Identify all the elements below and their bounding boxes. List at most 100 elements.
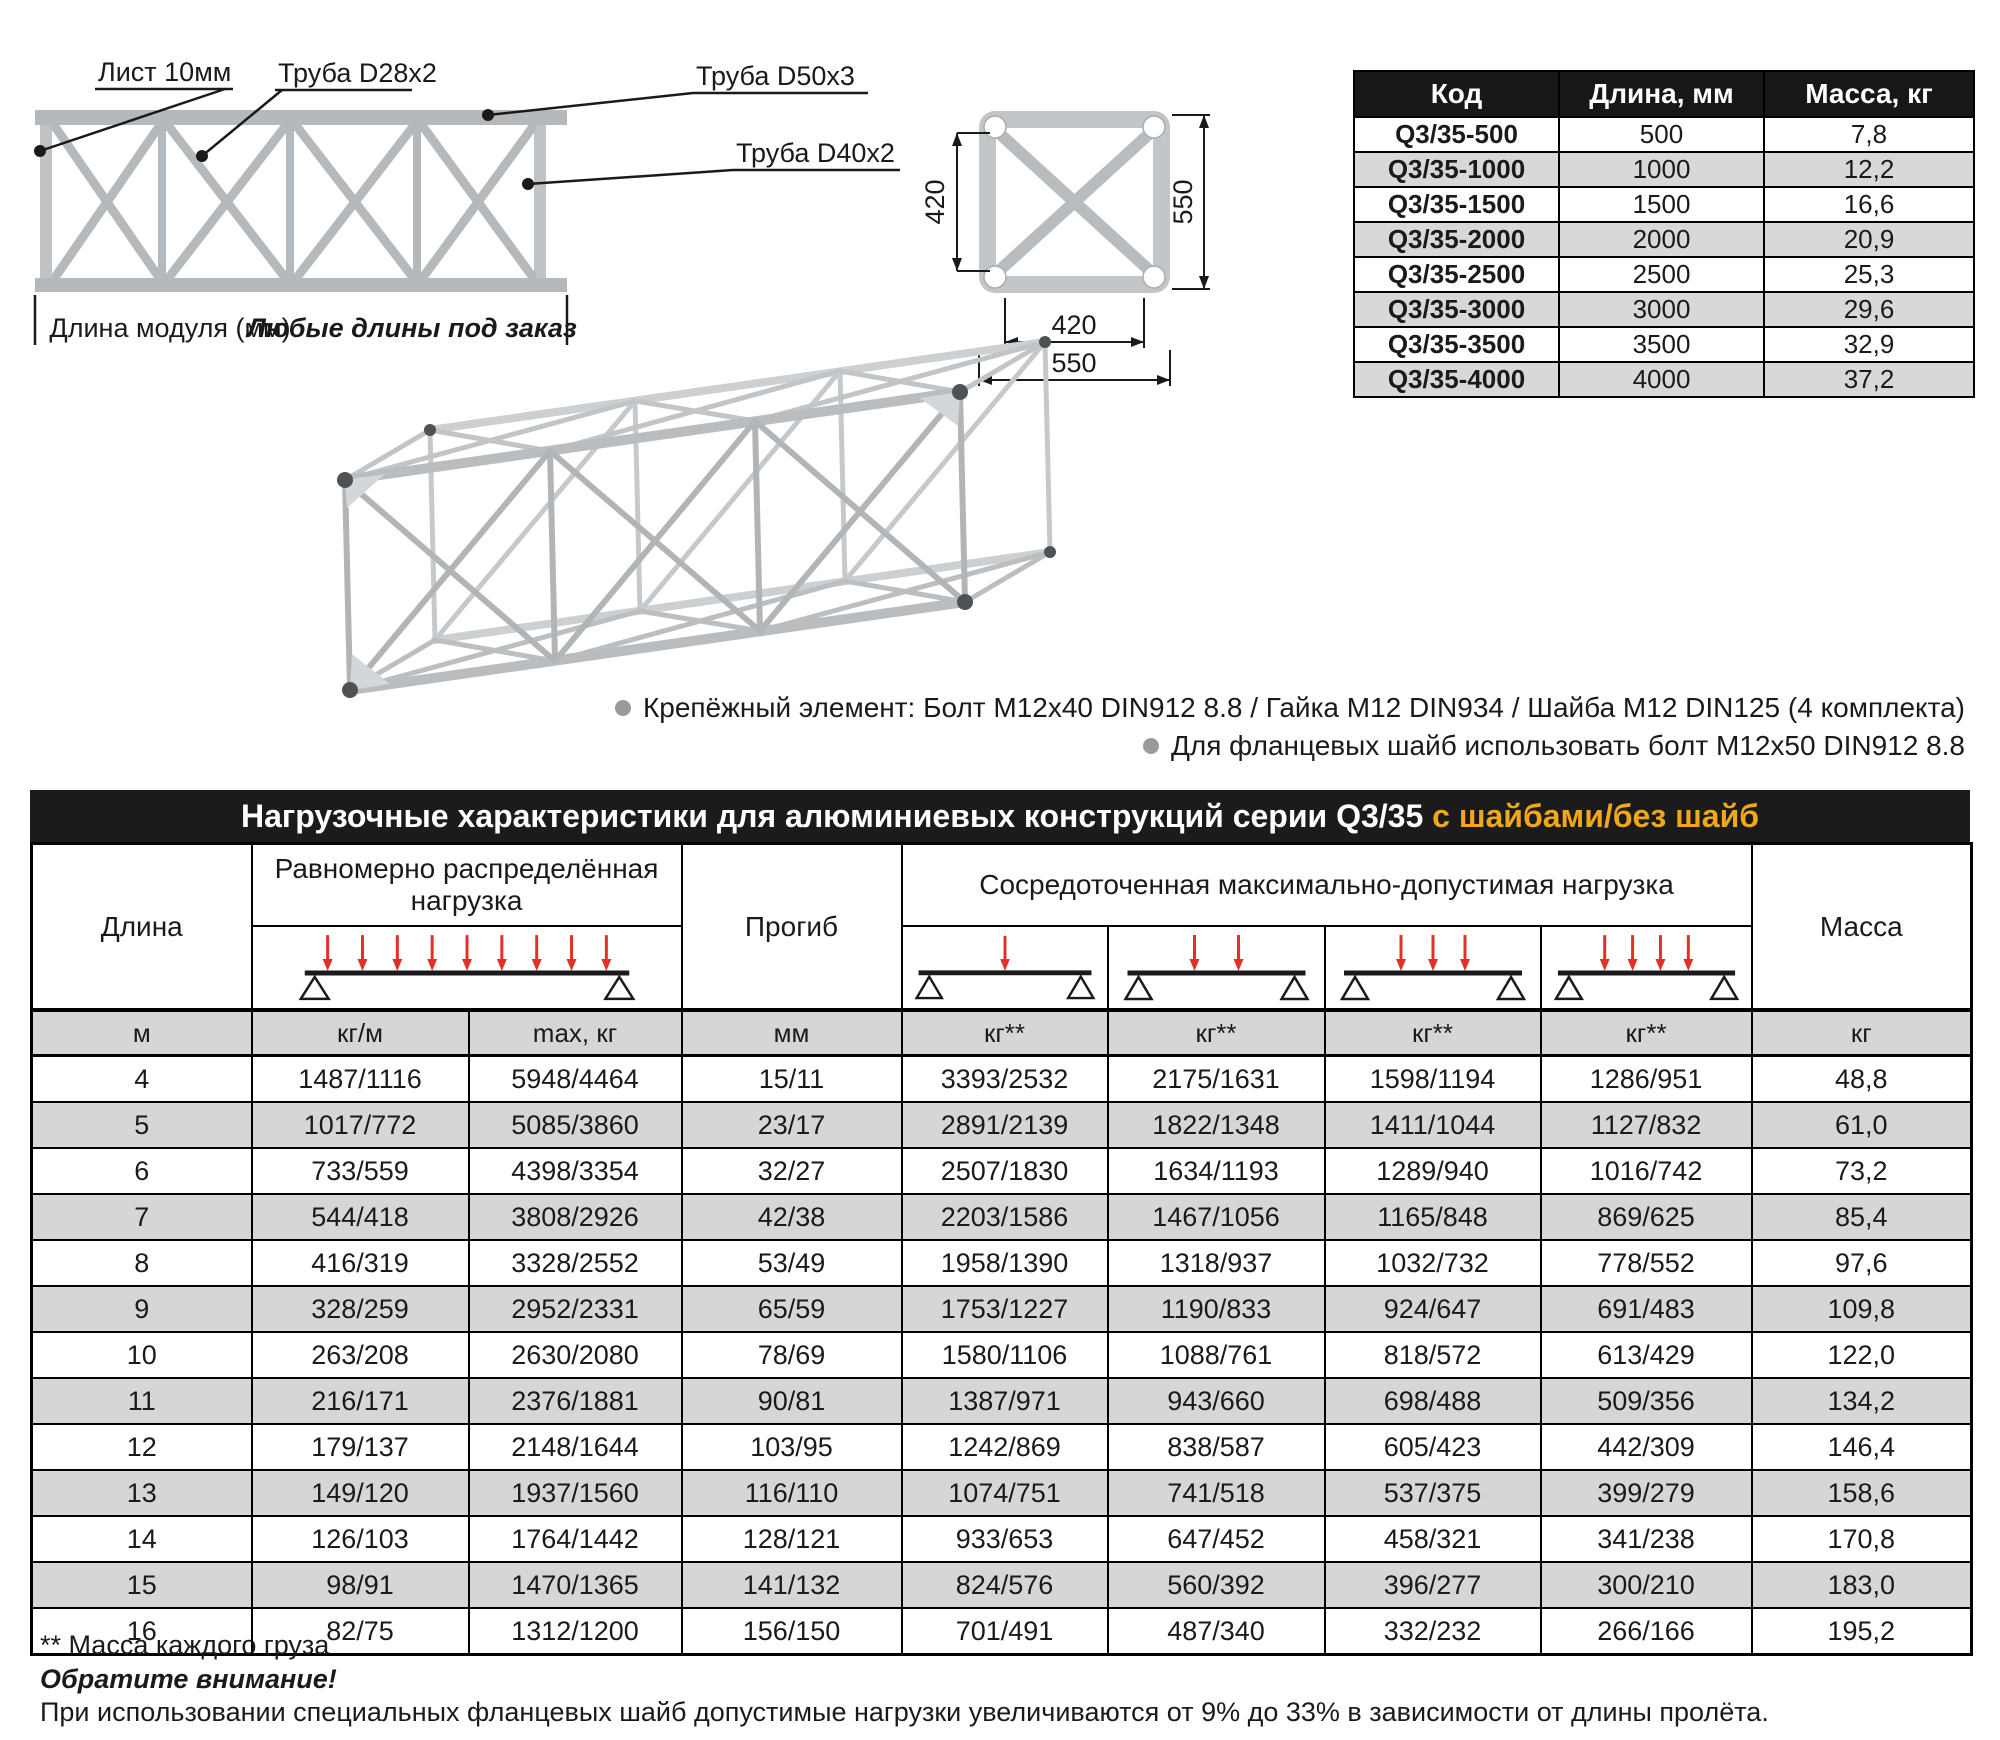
cell: 126/103 xyxy=(250,1515,470,1563)
cell: 2891/2139 xyxy=(900,1101,1109,1149)
cell: 29,6 xyxy=(1763,291,1975,328)
cell: 838/587 xyxy=(1106,1423,1326,1471)
left-end-plate xyxy=(40,125,52,278)
cell: 701/491 xyxy=(900,1607,1109,1656)
codes-header-mass: Масса, кг xyxy=(1763,70,1975,118)
cell: 2500 xyxy=(1558,256,1765,293)
section-x-brace xyxy=(994,128,1155,276)
cell: 61,0 xyxy=(1750,1101,1973,1149)
cell: 82/75 xyxy=(250,1607,470,1656)
cell: Q3/35-4000 xyxy=(1353,361,1560,398)
load-table-header-row: Длина Равномерно распределённая нагрузка… xyxy=(30,842,1973,1011)
header-deflection: Прогиб xyxy=(680,842,903,1011)
cell: 1580/1106 xyxy=(900,1331,1109,1379)
point-load-3-diagram xyxy=(1323,925,1542,1011)
cell: 5948/4464 xyxy=(467,1054,683,1103)
cell: 3328/2552 xyxy=(467,1239,683,1287)
header-concentrated-load: Сосредоточенная максимально-допустимая н… xyxy=(900,842,1753,927)
cell: 537/375 xyxy=(1323,1469,1542,1517)
codes-table-row: Q3/35-1500 1500 16,6 xyxy=(1353,186,1975,223)
bullet-icon xyxy=(614,699,631,716)
right-end-plate xyxy=(534,125,546,278)
cell: 1127/832 xyxy=(1539,1101,1753,1149)
cell: 7 xyxy=(30,1193,253,1241)
cell: 500 xyxy=(1558,116,1765,153)
cell: 2148/1644 xyxy=(467,1423,683,1471)
cell: 399/279 xyxy=(1539,1469,1753,1517)
codes-table: Код Длина, мм Масса, кг Q3/35-500 500 7,8 Q… xyxy=(1353,70,1975,398)
cell: 924/647 xyxy=(1323,1285,1542,1333)
cell: 103/95 xyxy=(680,1423,903,1471)
cell: 1467/1056 xyxy=(1106,1193,1326,1241)
cell: Q3/35-1500 xyxy=(1353,186,1560,223)
callout-d40-leader xyxy=(527,168,900,186)
codes-header-length: Длина, мм xyxy=(1558,70,1765,118)
cell: 943/660 xyxy=(1106,1377,1326,1425)
load-diagram-row xyxy=(32,925,1972,1011)
cell: 1487/1116 xyxy=(250,1054,470,1103)
cell: 179/137 xyxy=(250,1423,470,1471)
load-table-row: 12 179/137 2148/1644 103/95 1242/869 838/587 6… xyxy=(30,1423,1973,1471)
attention-text: При использовании специальных фланцевых … xyxy=(40,1697,1769,1727)
cell: 2000 xyxy=(1558,221,1765,258)
unit-cell: кг** xyxy=(1539,1008,1753,1057)
cell: 1500 xyxy=(1558,186,1765,223)
cell: 1387/971 xyxy=(900,1377,1109,1425)
codes-table-row: Q3/35-4000 4000 37,2 xyxy=(1353,361,1975,398)
bottom-chord xyxy=(35,278,567,292)
cell: 3000 xyxy=(1558,291,1765,328)
cell: 183,0 xyxy=(1750,1561,1973,1609)
load-table-row: 5 1017/772 5085/3860 23/17 2891/2139 1822/134… xyxy=(30,1101,1973,1149)
cell: 15/11 xyxy=(680,1054,903,1103)
label-tube-d40: Труба D40x2 xyxy=(736,138,895,168)
cell: 109,8 xyxy=(1750,1285,1973,1333)
dim-420-bottom: 420 xyxy=(1051,310,1096,340)
unit-cell: кг/м xyxy=(250,1008,470,1057)
header-uniform-load: Равномерно распределённая нагрузка xyxy=(250,842,683,927)
cell: 1753/1227 xyxy=(900,1285,1109,1333)
cell: 2376/1881 xyxy=(467,1377,683,1425)
cell: 85,4 xyxy=(1750,1193,1973,1241)
dim-line-550-right xyxy=(1172,114,1210,290)
cell: 4000 xyxy=(1558,361,1765,398)
truss-side-view-drawing: Лист 10мм Труба D28x2 Труба D50x3 Труба … xyxy=(33,57,900,345)
cell: 328/259 xyxy=(250,1285,470,1333)
load-characteristics-table: Длина Равномерно распределённая нагрузка… xyxy=(30,842,1974,1656)
cell: 509/356 xyxy=(1539,1377,1753,1425)
cell: 146,4 xyxy=(1750,1423,1973,1471)
cell: 32,9 xyxy=(1763,326,1975,363)
cell: 1088/761 xyxy=(1106,1331,1326,1379)
unit-cell: max, кг xyxy=(467,1008,683,1057)
cell: 263/208 xyxy=(250,1331,470,1379)
cell: 1822/1348 xyxy=(1106,1101,1326,1149)
cell: 2175/1631 xyxy=(1106,1054,1326,1103)
point-load-2-diagram xyxy=(1106,925,1326,1011)
codes-table-row: Q3/35-500 500 7,8 xyxy=(1353,116,1975,153)
cell: 647/452 xyxy=(1106,1515,1326,1563)
callout-d28-leader xyxy=(201,88,412,157)
cell: 7,8 xyxy=(1763,116,1975,153)
cell: 156/150 xyxy=(680,1607,903,1656)
cell: 6 xyxy=(30,1147,253,1195)
cell: 8 xyxy=(30,1239,253,1287)
cell: 2203/1586 xyxy=(900,1193,1109,1241)
load-table-row: 9 328/259 2952/2331 65/59 1753/1227 1190/833 9… xyxy=(30,1285,1973,1333)
point-load-1-diagram xyxy=(900,925,1109,1011)
cell: 1411/1044 xyxy=(1323,1101,1542,1149)
cell: 158,6 xyxy=(1750,1469,1973,1517)
unit-cell: мм xyxy=(680,1008,903,1057)
cell: 90/81 xyxy=(680,1377,903,1425)
cell: 458/321 xyxy=(1323,1515,1542,1563)
truss-cross-section-drawing: 420 550 420 550 xyxy=(920,111,1210,386)
mass-footnote: ** Масса каждого груза xyxy=(40,1630,330,1660)
cell: 1937/1560 xyxy=(467,1469,683,1517)
cell: 16,6 xyxy=(1763,186,1975,223)
cell: 122,0 xyxy=(1750,1331,1973,1379)
cell: 3393/2532 xyxy=(900,1054,1109,1103)
cell: 23/17 xyxy=(680,1101,903,1149)
cell: Q3/35-3500 xyxy=(1353,326,1560,363)
dim-550-right: 550 xyxy=(1168,179,1198,224)
cell: 933/653 xyxy=(900,1515,1109,1563)
load-table-title-bar: Нагрузочные характеристики для алюминиев… xyxy=(30,790,1970,842)
cell: 416/319 xyxy=(250,1239,470,1287)
